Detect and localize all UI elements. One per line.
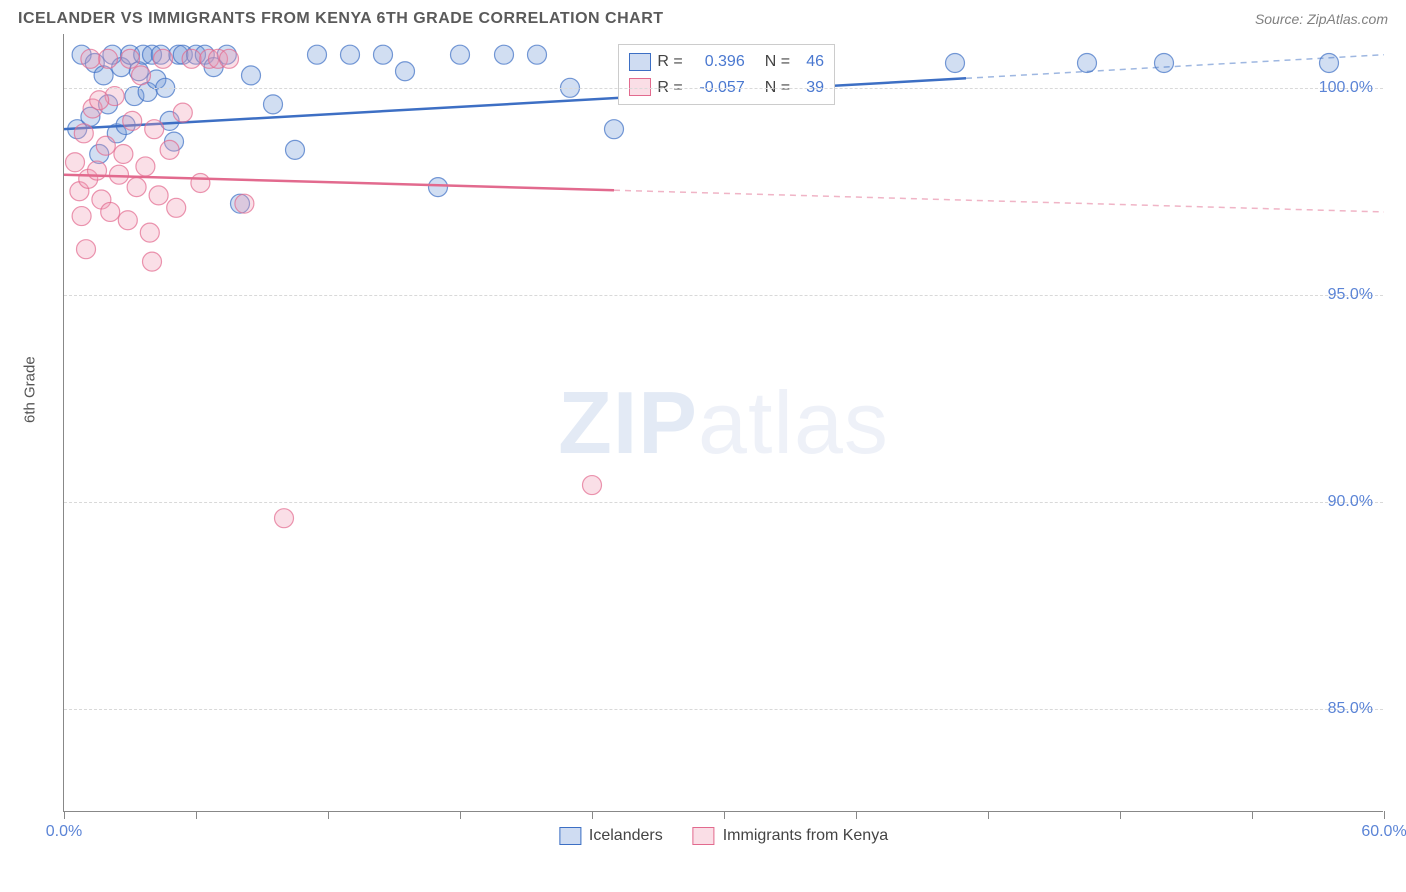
legend-label: Immigrants from Kenya xyxy=(723,827,888,845)
data-point-s2 xyxy=(160,140,179,159)
legend-swatch-icon xyxy=(559,827,581,845)
data-point-s1 xyxy=(495,45,514,64)
data-point-s1 xyxy=(396,62,415,81)
x-tick-mark xyxy=(328,811,329,819)
stat-n-value: 46 xyxy=(796,49,824,75)
data-point-s2 xyxy=(127,178,146,197)
stat-n-label: N = xyxy=(765,49,790,75)
data-point-s1 xyxy=(1155,53,1174,72)
x-tick-mark xyxy=(460,811,461,819)
data-point-s1 xyxy=(528,45,547,64)
y-tick-label: 100.0% xyxy=(1319,79,1373,97)
data-point-s2 xyxy=(136,157,155,176)
legend-item-s1: Icelanders xyxy=(559,827,663,845)
source-attribution: Source: ZipAtlas.com xyxy=(1255,11,1388,27)
legend-item-s2: Immigrants from Kenya xyxy=(693,827,888,845)
data-point-s1 xyxy=(286,140,305,159)
gridline-h xyxy=(64,709,1383,710)
data-point-s2 xyxy=(88,161,107,180)
legend-swatch-icon xyxy=(693,827,715,845)
legend-swatch-icon xyxy=(629,53,651,71)
data-point-s2 xyxy=(90,91,109,110)
data-point-s1 xyxy=(1078,53,1097,72)
data-point-s2 xyxy=(275,509,294,528)
legend-label: Icelanders xyxy=(589,827,663,845)
data-point-s2 xyxy=(191,173,210,192)
data-point-s2 xyxy=(154,49,173,68)
chart-title: ICELANDER VS IMMIGRANTS FROM KENYA 6TH G… xyxy=(18,10,664,28)
data-point-s2 xyxy=(121,49,140,68)
data-point-s2 xyxy=(140,223,159,242)
x-tick-mark xyxy=(1252,811,1253,819)
data-point-s1 xyxy=(341,45,360,64)
data-point-s1 xyxy=(605,120,624,139)
data-point-s1 xyxy=(429,178,448,197)
stat-box: R =0.396N =46R =-0.057N =39 xyxy=(618,44,835,105)
y-tick-label: 90.0% xyxy=(1328,493,1373,511)
stat-row-s1: R = 0.396 N =46 xyxy=(629,49,824,75)
data-point-s1 xyxy=(374,45,393,64)
trend-line-dash-s2 xyxy=(614,190,1384,212)
gridline-h xyxy=(64,295,1383,296)
stat-r-value: 0.396 xyxy=(689,49,745,75)
data-point-s2 xyxy=(123,111,142,130)
y-axis-label: 6th Grade xyxy=(22,356,39,423)
x-tick-mark xyxy=(64,811,65,819)
data-point-s1 xyxy=(946,53,965,72)
data-point-s2 xyxy=(96,136,115,155)
data-point-s2 xyxy=(167,198,186,217)
data-point-s2 xyxy=(118,211,137,230)
gridline-h xyxy=(64,502,1383,503)
data-point-s2 xyxy=(66,153,85,172)
y-tick-label: 85.0% xyxy=(1328,700,1373,718)
data-point-s1 xyxy=(264,95,283,114)
data-point-s2 xyxy=(99,49,118,68)
stat-r-label: R = xyxy=(657,49,682,75)
x-tick-mark xyxy=(724,811,725,819)
data-point-s2 xyxy=(81,49,100,68)
x-tick-mark xyxy=(856,811,857,819)
data-point-s2 xyxy=(182,49,201,68)
data-point-s2 xyxy=(583,476,602,495)
data-point-s1 xyxy=(451,45,470,64)
chart-container: 6th Grade ZIPatlas R =0.396N =46R =-0.05… xyxy=(18,34,1388,812)
data-point-s2 xyxy=(74,124,93,143)
data-point-s1 xyxy=(242,66,261,85)
data-point-s2 xyxy=(132,66,151,85)
y-tick-label: 95.0% xyxy=(1328,286,1373,304)
gridline-h xyxy=(64,88,1383,89)
x-tick-mark xyxy=(988,811,989,819)
legend-bottom: Icelanders Immigrants from Kenya xyxy=(559,827,888,845)
data-point-s2 xyxy=(220,49,239,68)
data-point-s2 xyxy=(77,240,96,259)
data-point-s2 xyxy=(235,194,254,213)
chart-svg xyxy=(64,34,1384,812)
x-tick-label: 60.0% xyxy=(1361,823,1406,841)
x-tick-mark xyxy=(1384,811,1385,819)
x-tick-mark xyxy=(592,811,593,819)
data-point-s2 xyxy=(110,165,129,184)
data-point-s2 xyxy=(149,186,168,205)
data-point-s2 xyxy=(72,207,91,226)
data-point-s2 xyxy=(173,103,192,122)
x-tick-label: 0.0% xyxy=(46,823,82,841)
data-point-s2 xyxy=(143,252,162,271)
plot-area: ZIPatlas R =0.396N =46R =-0.057N =39 Ice… xyxy=(63,34,1383,812)
data-point-s1 xyxy=(1320,53,1339,72)
data-point-s2 xyxy=(145,120,164,139)
x-tick-mark xyxy=(1120,811,1121,819)
data-point-s1 xyxy=(308,45,327,64)
x-tick-mark xyxy=(196,811,197,819)
data-point-s2 xyxy=(114,145,133,164)
data-point-s2 xyxy=(101,202,120,221)
data-point-s1 xyxy=(94,66,113,85)
